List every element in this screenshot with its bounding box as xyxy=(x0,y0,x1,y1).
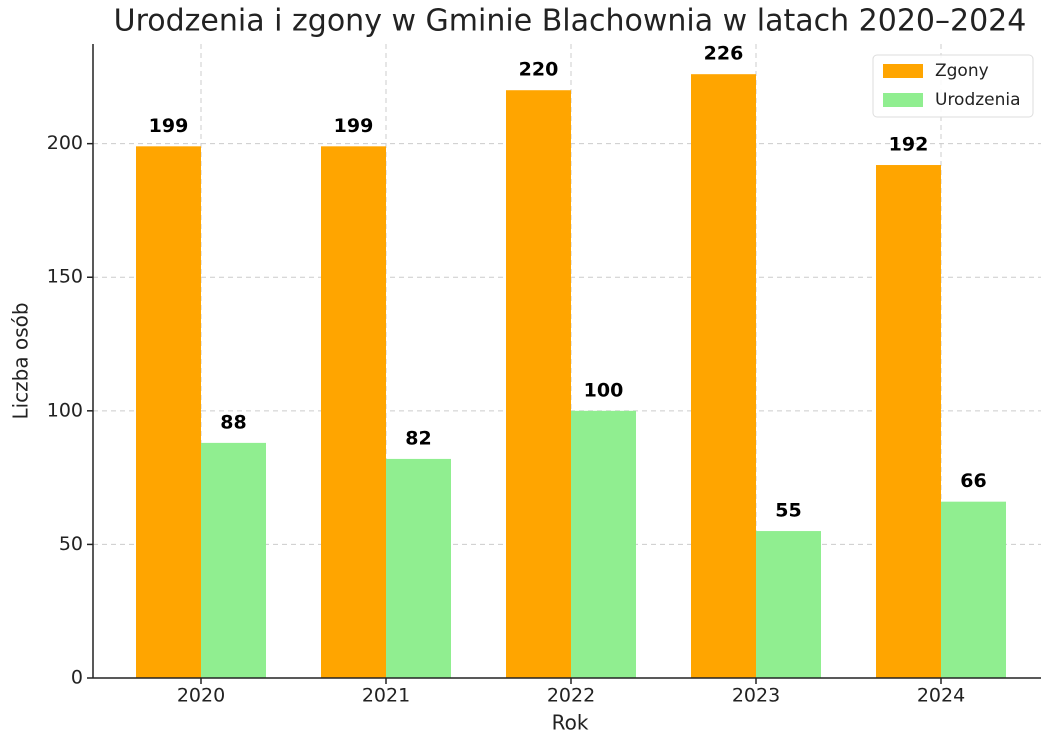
value-label: 88 xyxy=(220,411,246,433)
y-tick-label: 0 xyxy=(71,667,83,689)
y-tick-label: 100 xyxy=(47,399,83,421)
bar xyxy=(201,442,266,678)
legend-label: Urodzenia xyxy=(935,90,1021,110)
value-label: 192 xyxy=(889,134,929,156)
bar xyxy=(571,410,636,678)
x-tick-label: 2020 xyxy=(177,685,225,707)
chart-title: Urodzenia i zgony w Gminie Blachownia w … xyxy=(114,4,1027,39)
y-tick-label: 150 xyxy=(47,266,83,288)
y-axis-label: Liczba osób xyxy=(9,302,33,419)
x-axis-label: Rok xyxy=(552,711,589,735)
value-label: 226 xyxy=(704,43,744,65)
legend-label: Zgony xyxy=(935,61,989,81)
legend-swatch xyxy=(883,64,923,78)
bar xyxy=(876,165,941,679)
x-tick-label: 2024 xyxy=(917,685,965,707)
bar xyxy=(386,458,451,678)
bar xyxy=(506,90,571,678)
bar xyxy=(136,146,201,678)
value-label: 220 xyxy=(519,59,559,81)
y-tick-label: 50 xyxy=(59,533,83,555)
y-tick-label: 200 xyxy=(47,132,83,154)
value-label: 82 xyxy=(405,427,431,449)
bar xyxy=(941,501,1006,678)
legend-swatch xyxy=(883,93,923,107)
value-label: 66 xyxy=(960,470,986,492)
value-label: 100 xyxy=(584,379,624,401)
x-tick-label: 2022 xyxy=(547,685,595,707)
x-tick-label: 2023 xyxy=(732,685,780,707)
value-label: 199 xyxy=(149,115,189,137)
bar xyxy=(756,531,821,678)
bar xyxy=(321,146,386,678)
value-label: 199 xyxy=(334,115,374,137)
x-tick-label: 2021 xyxy=(362,685,410,707)
bar xyxy=(691,74,756,678)
value-label: 55 xyxy=(775,500,801,522)
